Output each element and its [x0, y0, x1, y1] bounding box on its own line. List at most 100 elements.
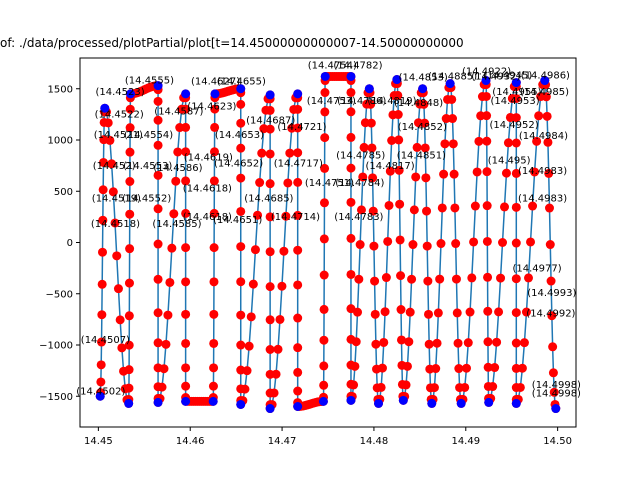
data-point: [153, 96, 163, 106]
point-annotation: (14.4554): [124, 130, 173, 141]
data-point: [370, 309, 380, 319]
data-point: [181, 381, 191, 391]
data-point: [437, 203, 447, 213]
data-point: [463, 338, 473, 348]
data-point: [499, 202, 509, 212]
data-point: [498, 238, 508, 247]
point-annotation: (14.4522): [95, 110, 144, 121]
data-point: [275, 314, 285, 324]
data-point: [279, 246, 289, 256]
x-tick-label: 14.50: [543, 436, 572, 447]
point-annotation: (14.4953): [491, 96, 540, 107]
data-point: [404, 337, 414, 347]
data-point: [169, 209, 179, 219]
data-point: [285, 148, 295, 158]
data-point: [167, 243, 177, 253]
point-annotation: (14.4922): [462, 67, 511, 78]
data-point: [481, 91, 491, 101]
data-point: [181, 277, 191, 287]
data-point: [465, 307, 475, 317]
point-annotation: (14.4518): [91, 219, 140, 230]
trough-point: [153, 397, 163, 407]
point-annotation: (14.4977): [513, 263, 562, 274]
point-annotation: (14.4983): [518, 166, 567, 177]
y-tick-label: −1000: [39, 341, 73, 352]
peak-point: [418, 84, 428, 94]
data-point: [236, 143, 246, 153]
data-point: [350, 361, 360, 371]
data-point: [440, 139, 450, 149]
data-point: [462, 363, 471, 373]
data-point: [153, 204, 163, 214]
data-point: [236, 242, 246, 252]
data-point: [320, 88, 330, 98]
data-point: [492, 337, 502, 347]
data-point: [451, 239, 461, 249]
data-point: [409, 205, 419, 215]
data-point: [108, 187, 118, 197]
data-point: [248, 279, 258, 289]
data-point: [98, 247, 107, 257]
data-point: [436, 239, 446, 249]
data-point: [319, 304, 329, 314]
data-point: [265, 212, 275, 222]
point-annotation: (14.452): [93, 161, 136, 172]
data-point: [236, 206, 246, 216]
data-point: [429, 383, 439, 393]
data-point: [376, 382, 386, 392]
data-point: [113, 284, 123, 294]
data-point: [423, 276, 433, 286]
data-point: [209, 363, 219, 373]
data-point: [346, 269, 356, 279]
data-point: [488, 382, 498, 392]
data-point: [355, 240, 365, 250]
point-annotation: (14.4786): [337, 96, 386, 107]
data-point: [379, 337, 389, 347]
point-annotation: (14.4653): [215, 130, 264, 141]
point-annotation: (14.4754): [308, 60, 357, 71]
data-point: [483, 272, 493, 282]
trough-point: [427, 398, 437, 408]
data-point: [157, 382, 167, 392]
point-annotation: (14.4985): [520, 87, 569, 98]
data-point: [319, 270, 329, 280]
peak-point: [126, 89, 136, 99]
data-point: [293, 343, 303, 353]
y-tick-label: 0: [67, 238, 73, 249]
peak-point: [511, 78, 521, 88]
point-annotation: (14.4983): [518, 194, 567, 205]
data-point: [548, 342, 558, 352]
data-point: [173, 147, 183, 157]
data-point: [181, 104, 191, 114]
data-point: [422, 206, 432, 216]
data-point: [265, 315, 275, 325]
data-point: [98, 185, 108, 195]
point-annotation: (14.4993): [527, 288, 576, 299]
data-point: [511, 338, 521, 348]
data-point: [396, 305, 406, 315]
data-point: [351, 337, 361, 347]
data-point: [503, 138, 513, 148]
data-point: [412, 142, 422, 152]
data-point: [449, 169, 459, 179]
trough-point: [265, 404, 275, 414]
data-point: [460, 382, 470, 392]
data-point: [501, 168, 511, 178]
y-tick-label: 1500: [48, 84, 73, 95]
peak-point: [265, 90, 275, 100]
data-point: [96, 377, 106, 387]
data-point: [369, 241, 379, 251]
data-point: [483, 337, 493, 347]
point-annotation: (14.4992): [526, 308, 575, 319]
point-annotation: (14.4984): [519, 131, 568, 142]
point-annotation: (14.4618): [183, 212, 232, 223]
point-annotation: (14.4507): [81, 335, 130, 346]
data-point: [448, 114, 458, 124]
data-point: [117, 343, 127, 353]
peak-point: [364, 84, 374, 94]
data-point: [293, 386, 303, 396]
data-point: [482, 136, 492, 146]
data-point: [381, 273, 391, 283]
trough-point: [398, 395, 408, 405]
trough-point: [181, 396, 191, 406]
